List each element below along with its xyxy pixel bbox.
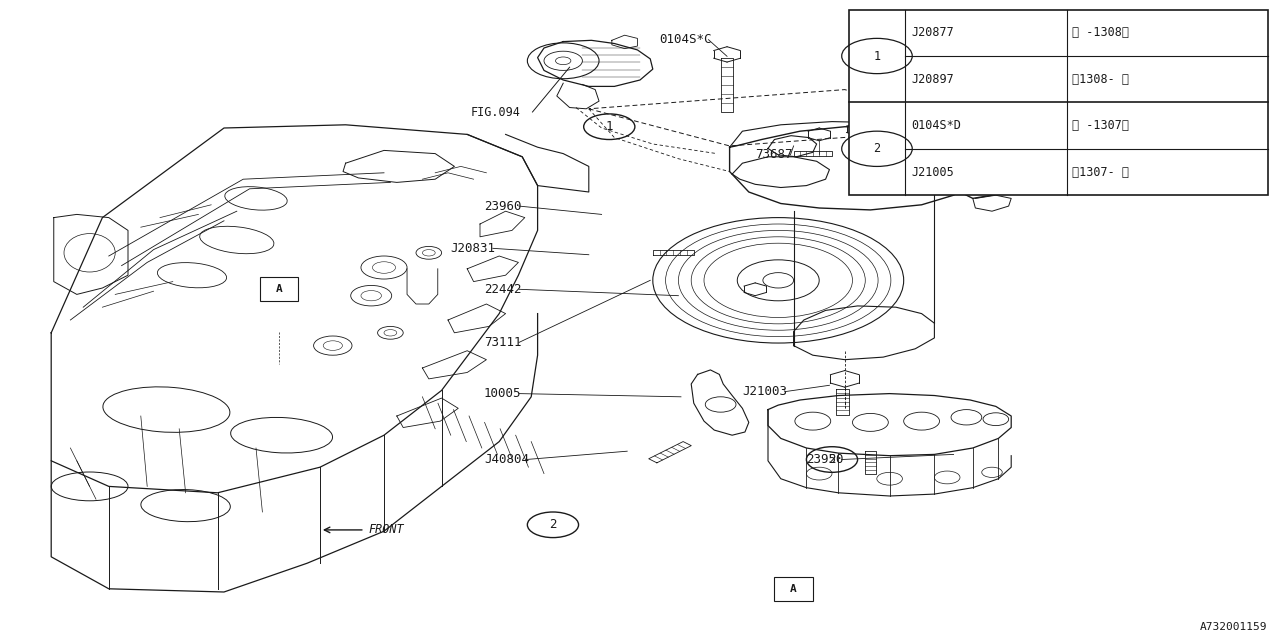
Text: 〈1307- 〉: 〈1307- 〉 — [1073, 166, 1129, 179]
Text: J40804: J40804 — [484, 453, 529, 466]
Text: 0104S*C: 0104S*C — [659, 33, 712, 46]
Text: 23960: 23960 — [484, 200, 521, 212]
Text: 22442: 22442 — [484, 283, 521, 296]
Text: A: A — [790, 584, 797, 594]
Bar — [260, 277, 298, 301]
Text: J20877: J20877 — [911, 26, 955, 39]
Text: A732001159: A732001159 — [1199, 622, 1267, 632]
Bar — [849, 10, 1268, 195]
Text: 2: 2 — [873, 142, 881, 156]
Text: J20831: J20831 — [451, 242, 495, 255]
Text: 10005: 10005 — [484, 387, 521, 400]
Text: 〈 -1308〉: 〈 -1308〉 — [1073, 26, 1129, 39]
Text: 2: 2 — [549, 518, 557, 531]
Text: FIG.094: FIG.094 — [471, 106, 521, 118]
Text: J21003: J21003 — [742, 385, 787, 398]
Text: 23950: 23950 — [806, 453, 844, 466]
Text: 1: 1 — [873, 49, 881, 63]
Text: J20897: J20897 — [911, 73, 955, 86]
Text: 2: 2 — [828, 453, 836, 466]
Text: A: A — [275, 284, 283, 294]
Text: 〈 -1307〉: 〈 -1307〉 — [1073, 119, 1129, 132]
Text: J21005: J21005 — [911, 166, 955, 179]
Bar — [774, 577, 813, 601]
Text: 73687: 73687 — [755, 148, 792, 161]
Text: 73111: 73111 — [484, 336, 521, 349]
Text: FRONT: FRONT — [369, 524, 404, 536]
Text: 1: 1 — [605, 120, 613, 133]
Text: 〈1308- 〉: 〈1308- 〉 — [1073, 73, 1129, 86]
Text: 0104S*D: 0104S*D — [911, 119, 961, 132]
